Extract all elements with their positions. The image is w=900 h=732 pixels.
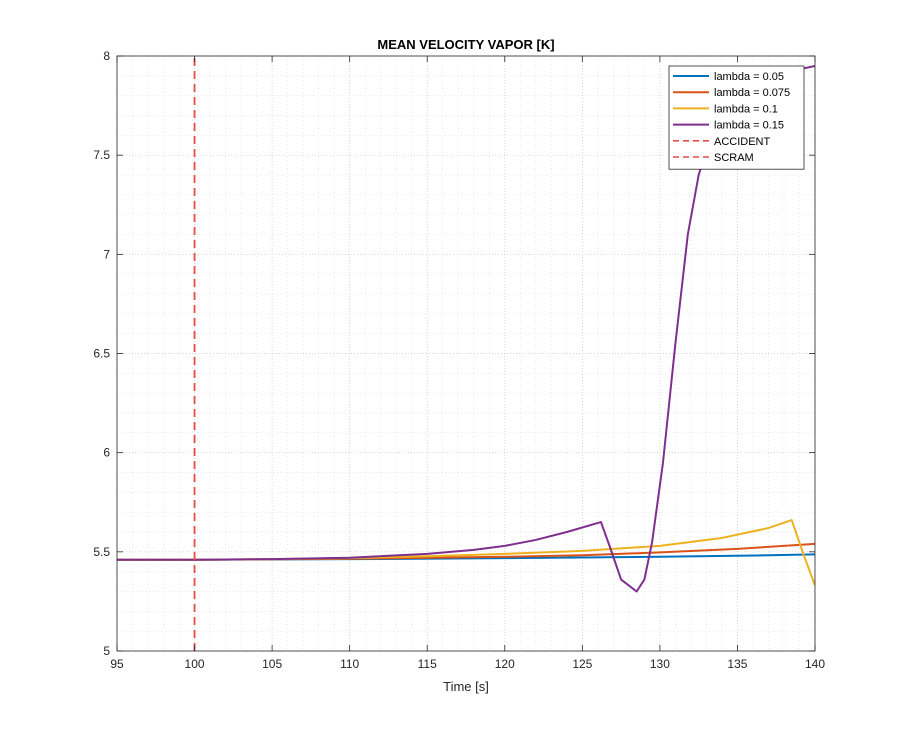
x-axis-label: Time [s]	[443, 679, 489, 694]
series-layer	[117, 56, 815, 651]
x-tick-label: 95	[110, 657, 124, 671]
x-tick-label: 105	[262, 657, 282, 671]
y-tick-label: 7	[103, 247, 110, 261]
y-tick-label: 6	[103, 446, 110, 460]
x-tick-label: 130	[650, 657, 670, 671]
x-tick-label: 135	[727, 657, 747, 671]
legend-label: lambda = 0.05	[714, 71, 784, 83]
legend: lambda = 0.05 lambda = 0.075 lambda = 0.1 l…	[668, 65, 805, 170]
ticks	[116, 55, 816, 652]
legend-label: SCRAM	[714, 152, 754, 164]
y-tick-label: 8	[103, 49, 110, 63]
x-tick-label: 115	[418, 657, 437, 671]
legend-label: lambda = 0.075	[714, 87, 790, 99]
legend-label: ACCIDENT	[714, 136, 771, 148]
tick-labels: 95 100 105 110 115 120 125 130 135 140 5 5.5 6 6.5 7 7.…	[93, 49, 825, 671]
chart-title: MEAN VELOCITY VAPOR [K]	[377, 37, 554, 52]
x-tick-label: 120	[495, 657, 515, 671]
x-tick-label: 140	[805, 657, 825, 671]
y-tick-label: 5.5	[93, 545, 110, 559]
y-tick-label: 7.5	[93, 148, 110, 162]
y-tick-label: 5	[103, 644, 110, 658]
x-tick-label: 110	[340, 657, 359, 671]
x-tick-label: 125	[572, 657, 592, 671]
legend-label: lambda = 0.15	[714, 120, 784, 132]
legend-box	[668, 65, 805, 170]
x-tick-label: 100	[185, 657, 205, 671]
y-tick-label: 6.5	[93, 347, 110, 361]
legend-label: lambda = 0.1	[714, 103, 778, 115]
